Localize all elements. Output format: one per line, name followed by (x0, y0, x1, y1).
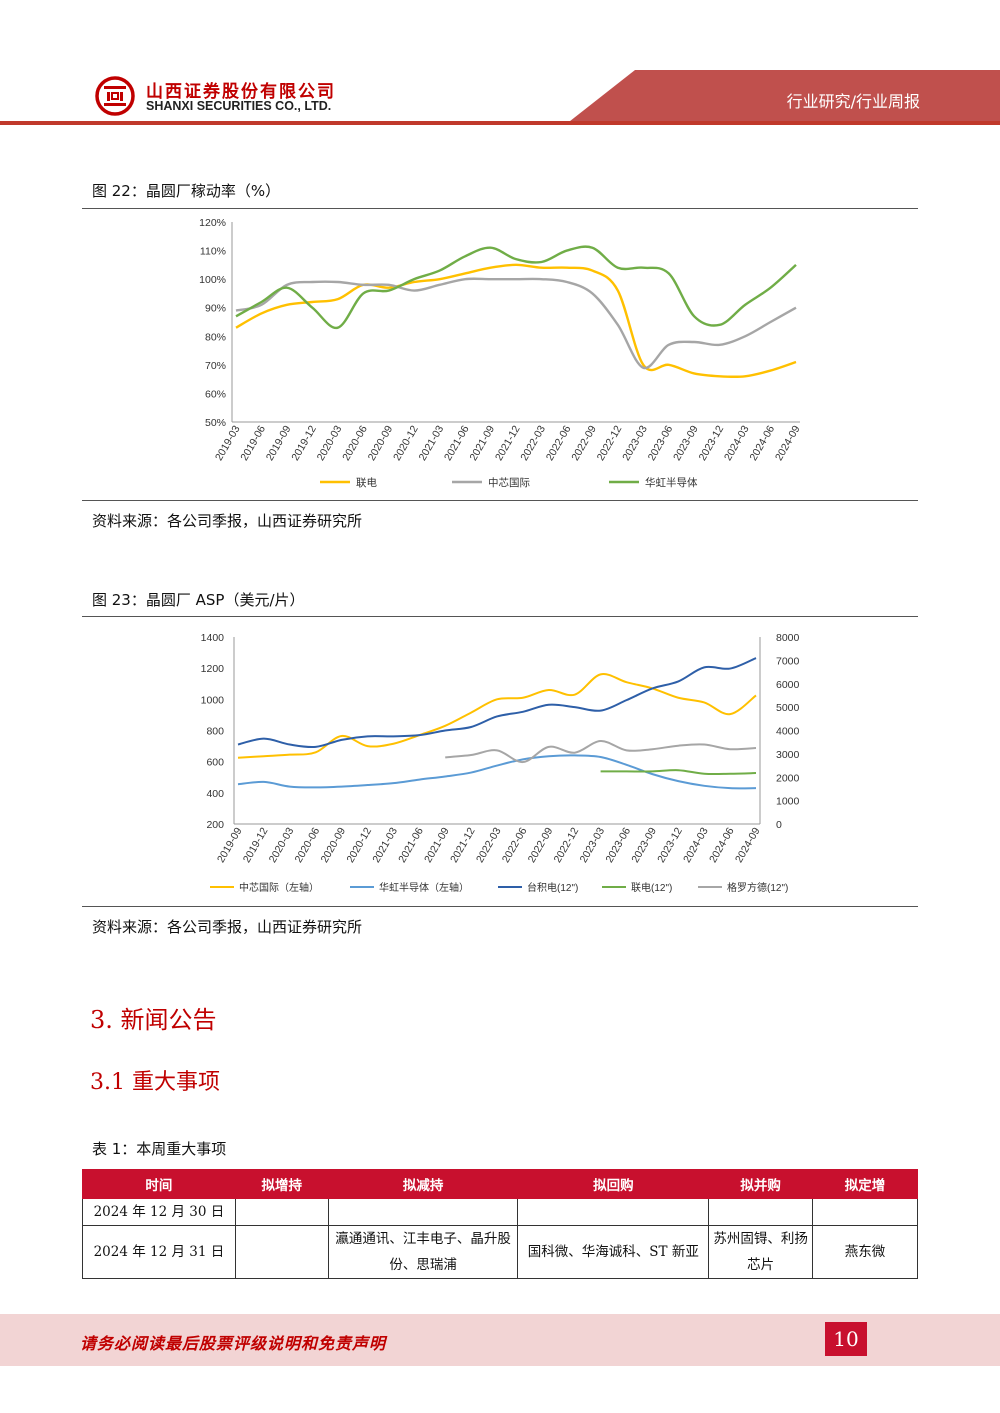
table-cell (812, 1198, 918, 1226)
company-name-cn: 山西证券股份有限公司 (146, 82, 336, 102)
legend-label: 华虹半导体 (645, 476, 698, 489)
y-tick-label: 120% (199, 217, 226, 229)
y-tick-label: 80% (205, 331, 226, 343)
legend-label: 中芯国际 (488, 476, 530, 489)
figure-22-bottom-rule (82, 500, 918, 501)
figure-23-title: 图 23：晶圆厂 ASP（美元/片） (92, 591, 305, 609)
col-header-placement: 拟定增 (812, 1169, 918, 1199)
figure-22-top-rule (82, 208, 918, 209)
table-cell (708, 1198, 814, 1226)
y-tick-label: 110% (200, 246, 226, 258)
left-tick-label: 600 (206, 757, 224, 769)
series-line (237, 673, 757, 759)
company-logo-icon (95, 76, 135, 116)
col-header-buyback: 拟回购 (517, 1169, 710, 1199)
table-cell: 燕东微 (812, 1225, 918, 1279)
page-header: 山西证券股份有限公司 SHANXI SECURITIES CO., LTD. 行… (0, 0, 1000, 130)
col-header-increase: 拟增持 (234, 1169, 329, 1199)
col-header-merger: 拟并购 (708, 1169, 814, 1199)
table-cell-date: 2024 年 12 月 30 日 (82, 1198, 236, 1226)
right-tick-label: 0 (776, 819, 782, 831)
left-tick-label: 1400 (201, 632, 225, 644)
major-events-table: 时间 拟增持 拟减持 拟回购 拟并购 拟定增 2024 年 12 月 30 日 … (82, 1169, 918, 1279)
legend-label: 中芯国际（左轴） (239, 881, 319, 894)
right-tick-label: 1000 (776, 796, 800, 808)
col-header-date: 时间 (82, 1169, 236, 1199)
right-tick-label: 8000 (776, 632, 800, 644)
left-tick-label: 1200 (201, 663, 225, 675)
right-tick-label: 2000 (776, 772, 800, 784)
table-cell (517, 1198, 710, 1226)
x-tick-label: 2024-09 (773, 423, 803, 463)
table-cell (234, 1198, 329, 1226)
series-line (237, 754, 757, 790)
left-tick-label: 200 (206, 819, 224, 831)
legend-label: 联电(12") (631, 881, 672, 894)
figure-23-bottom-rule (82, 906, 918, 907)
series-line (237, 657, 757, 749)
y-tick-label: 60% (205, 388, 226, 400)
series-line (445, 740, 757, 764)
y-tick-label: 50% (205, 417, 226, 429)
section-3-1-heading: 3.1 重大事项 (90, 1070, 220, 1095)
series-line (235, 263, 797, 379)
legend-label: 华虹半导体（左轴） (379, 881, 469, 894)
header-divider (0, 121, 1000, 125)
series-line (235, 245, 797, 330)
table-cell (234, 1225, 329, 1279)
series-line (600, 769, 757, 776)
left-tick-label: 1000 (201, 694, 225, 706)
table-cell: 苏州固锝、利扬芯片 (708, 1225, 814, 1279)
header-band (565, 70, 1000, 125)
table-row: 2024 年 12 月 31 日 瀛通通讯、江丰电子、晶升股份、思瑞浦 国科微、… (82, 1225, 918, 1279)
right-tick-label: 5000 (776, 702, 800, 714)
table-cell-date: 2024 年 12 月 31 日 (82, 1225, 236, 1279)
legend-label: 台积电(12") (527, 881, 578, 894)
company-name-en: SHANXI SECURITIES CO., LTD. (146, 99, 332, 113)
legend-label: 格罗方德(12") (727, 881, 788, 894)
series-line (235, 277, 797, 370)
y-tick-label: 100% (199, 274, 226, 286)
section-3-heading: 3. 新闻公告 (90, 1006, 217, 1034)
figure-22-source: 资料来源：各公司季报，山西证券研究所 (92, 512, 363, 530)
asp-chart: 200 400 600 800 1000 1200 1400 0 1000 2000 3000 400… (201, 632, 800, 894)
table-header-row: 时间 拟增持 拟减持 拟回购 拟并购 拟定增 (82, 1169, 918, 1199)
table-row: 2024 年 12 月 30 日 (82, 1198, 918, 1226)
figure-22-title: 图 22：晶圆厂稼动率（%） (92, 182, 281, 200)
table-cell: 国科微、华海诚科、ST 新亚 (517, 1225, 710, 1279)
right-tick-label: 4000 (776, 726, 800, 738)
table-cell: 瀛通通讯、江丰电子、晶升股份、思瑞浦 (327, 1225, 519, 1279)
utilization-chart: 50%60%70%80%90%100%110%120%2019-032019-0… (199, 217, 803, 489)
table-cell (327, 1198, 519, 1226)
x-tick-label: 2024-09 (733, 825, 763, 865)
right-tick-label: 3000 (776, 749, 800, 761)
report-section-label: 行业研究/行业周报 (786, 92, 920, 111)
figure-23-top-rule (82, 616, 918, 617)
disclaimer-notice: 请务必阅读最后股票评级说明和免责声明 (80, 1334, 387, 1353)
page-number: 10 (825, 1322, 867, 1356)
left-tick-label: 400 (206, 788, 224, 800)
figure-23-source: 资料来源：各公司季报，山西证券研究所 (92, 918, 363, 936)
table-1-title: 表 1：本周重大事项 (92, 1140, 227, 1158)
left-tick-label: 800 (206, 726, 224, 738)
y-tick-label: 70% (205, 360, 226, 372)
right-tick-label: 6000 (776, 679, 800, 691)
right-tick-label: 7000 (776, 655, 800, 667)
y-tick-label: 90% (205, 303, 226, 315)
col-header-reduce: 拟减持 (327, 1169, 519, 1199)
legend-label: 联电 (356, 476, 377, 489)
